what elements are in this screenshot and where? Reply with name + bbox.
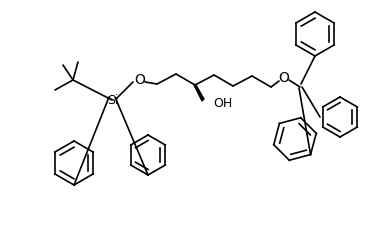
Text: O: O [279, 71, 290, 85]
Text: OH: OH [213, 96, 232, 109]
Text: O: O [135, 73, 145, 87]
Polygon shape [193, 85, 204, 101]
Text: Si: Si [107, 93, 119, 106]
